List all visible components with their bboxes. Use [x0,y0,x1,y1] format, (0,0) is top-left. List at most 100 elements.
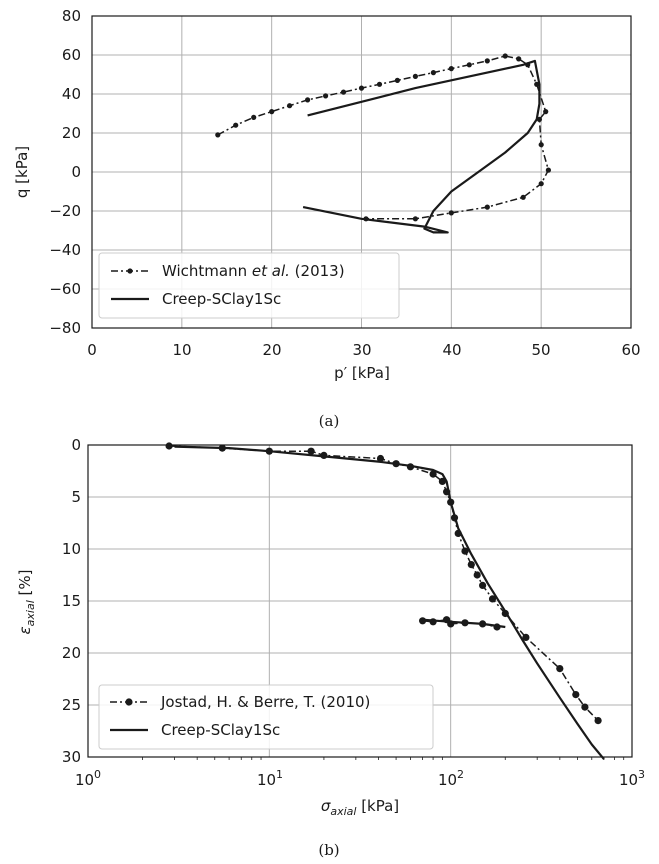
panel-a-plot-frame [91,15,632,329]
panel-b-x-tick-labels: 100 101 102 103 [75,768,645,789]
wichtmann-series-point [538,181,544,187]
y-tick-label: −20 [49,202,81,220]
panel-b-series [165,442,605,760]
jostad-series-point [438,477,446,485]
y-tick-label: 25 [62,696,81,714]
legend-label-wichtmann-part1: Wichtmann [162,262,252,280]
panel-b-y-axis-label: εaxial [%] [16,570,37,635]
wichtmann-series-point [448,66,454,72]
legend-marker-jostad [125,698,133,706]
wichtmann-series-point [536,116,543,122]
x-tick-label: 100 [75,768,101,789]
wichtmann-series-point [545,167,552,173]
x-tick-label: 10 [172,341,191,359]
wichtmann-series-line [217,55,550,220]
y-tick-label: 40 [62,85,81,103]
y-tick-label: 80 [62,7,81,25]
legend-label-wichtmann-part3: (2013) [290,262,345,280]
jostad-series-point [522,633,530,642]
y-tick-label: 10 [62,540,81,558]
x-tick-exponent: 3 [638,768,645,781]
wichtmann-series-point [323,93,329,99]
jostad-series-point [376,454,385,463]
creep-unload-series-b-line [422,618,506,629]
jostad-series-point [572,691,580,699]
panel-a-x-axis-label: p′ [kPa] [334,364,390,382]
y-tick-label: 15 [62,592,81,610]
wichtmann-series-point [394,77,400,83]
jostad-series-line [169,445,599,722]
legend-box [98,252,400,319]
y-tick-label: 0 [71,436,81,454]
wichtmann-series-point [520,194,526,200]
y-tick-label: −80 [49,319,81,337]
y-tick-label: 5 [71,488,81,506]
creep-series-b-line [174,445,605,760]
panel-a-x-tick-labels: 0 10 20 30 40 50 60 [87,341,640,359]
wichtmann-series-point [340,89,347,95]
wichtmann-series-point [516,56,522,62]
x-tick-label: 30 [352,341,371,359]
x-tick-exponent: 0 [94,768,101,781]
jostad-series-point [473,571,481,579]
panel-a-y-tick-labels: 80 60 40 20 0 −20 −40 −60 −80 [49,7,81,337]
legend-label-jostad: Jostad, H. & Berre, T. (2010) [160,693,370,711]
legend-marker-wichtmann [127,268,133,274]
wichtmann-series-point [538,142,544,148]
legend-label-creep-b: Creep-SClay1Sc [161,721,280,739]
wichtmann-series-point [543,109,549,115]
x-axis-subscript: axial [330,805,356,818]
wichtmann-series-point [251,114,257,120]
wichtmann-series-point [484,58,490,64]
x-tick-label: 40 [442,341,461,359]
y-tick-label: 30 [62,748,81,766]
x-tick-exponent: 1 [276,768,283,781]
legend-label-wichtmann: Wichtmann et al. (2013) [162,262,345,280]
jostad-series-point [467,561,475,569]
legend-box [98,684,434,750]
panel-a-chart: 0 10 20 30 40 50 60 80 60 40 20 0 −20 −4… [13,7,641,382]
wichtmann-series-point [287,103,293,109]
panel-a-series [215,53,552,234]
wichtmann-series-point [466,62,472,68]
jostad-series-point [429,470,437,478]
y-tick-label: 20 [62,124,81,142]
y-tick-label: −40 [49,241,81,259]
y-axis-subscript: axial [24,600,37,626]
x-tick-base: 10 [75,771,94,789]
x-tick-base: 10 [438,771,457,789]
panel-a-legend: Wichtmann et al. (2013) Creep-SClay1Sc [98,252,400,319]
y-tick-label: 20 [62,644,81,662]
x-axis-symbol: σ [321,797,331,815]
jostad-series-point [479,581,487,590]
wichtmann-series-point [534,81,540,87]
x-tick-label: 102 [438,768,464,789]
panel-b-legend: Jostad, H. & Berre, T. (2010) Creep-SCla… [98,684,434,750]
jostad-series-point [165,442,173,450]
x-tick-label: 20 [262,341,281,359]
x-tick-label: 60 [621,341,640,359]
panel-b-chart: 100 101 102 103 0 5 10 15 20 25 30 σaxia… [16,436,645,818]
creep-series-a-line [302,59,541,234]
jostad-series-point [307,447,315,455]
x-tick-label: 50 [531,341,550,359]
x-tick-exponent: 2 [457,768,464,781]
y-tick-label: 60 [62,46,81,64]
wichtmann-series-point [412,216,418,222]
jostad-series-point [581,703,589,711]
wichtmann-series-point [430,70,436,76]
x-axis-unit: [kPa] [356,797,399,815]
wichtmann-series-point [484,204,490,210]
wichtmann-series-point [412,73,418,79]
legend-label-wichtmann-italic: et al. [252,262,290,280]
wichtmann-series-point [215,132,221,138]
wichtmann-series-point [269,109,275,115]
panel-a-grid [91,15,632,329]
panel-b-caption: (b) [318,841,339,859]
y-tick-label: 0 [71,163,81,181]
wichtmann-series-point [448,210,454,216]
wichtmann-series-point [305,97,311,103]
x-tick-label: 103 [619,768,645,789]
panel-b-x-axis-label: σaxial [kPa] [321,797,399,818]
